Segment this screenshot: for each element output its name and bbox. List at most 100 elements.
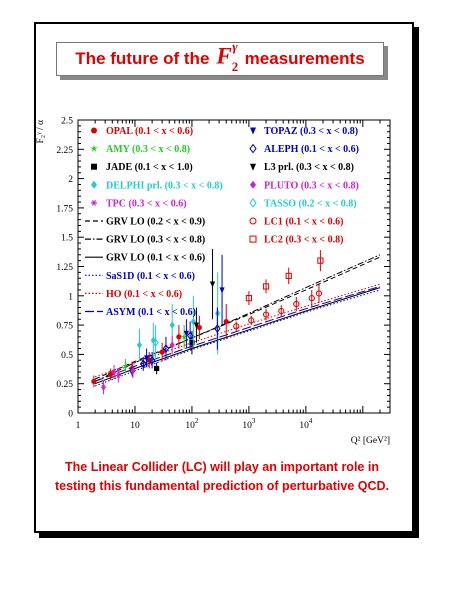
chart-legend: OPAL (0.1 < x < 0.6) AMY (0.3 < x < 0.8) J…: [85, 126, 359, 318]
x-tick-label-base: 10: [130, 421, 140, 431]
theory-curve: [94, 289, 381, 387]
data-point: [162, 344, 170, 353]
legend-marker: [249, 198, 257, 208]
x-tick-label: 102: [185, 417, 199, 431]
y-tick-label: 2.25: [56, 146, 73, 156]
data-point: [223, 318, 229, 325]
title-suffix: measurements: [244, 49, 365, 68]
legend-marker: [91, 200, 97, 206]
x-tick-label: 1: [76, 421, 81, 431]
x-tick-label: 104: [299, 417, 313, 431]
chart-points: [91, 248, 324, 395]
legend-marker: [250, 163, 256, 171]
data-point: [262, 283, 270, 290]
data-point: [315, 290, 323, 297]
data-point: [209, 281, 216, 288]
data-point: [262, 311, 270, 318]
data-point: [130, 367, 136, 375]
y-tick-label: 0.5: [61, 351, 73, 361]
x-tick-label-base: 10: [299, 421, 309, 431]
legend-marker: [90, 144, 98, 152]
legend-entry-label: LC2 (0.3 < x < 0.8): [264, 235, 343, 246]
data-point: [143, 355, 150, 362]
y-tick-label: 0: [68, 410, 73, 420]
poster-title: The future of the F2 γ measurements: [57, 39, 383, 75]
legend-marker: [249, 143, 257, 154]
y-tick-label: 1.5: [61, 234, 73, 244]
legend-entry-label: TPC (0.3 < x < 0.6): [106, 198, 187, 209]
data-point: [150, 336, 156, 344]
y-tick-label: 2.5: [61, 117, 73, 127]
data-point: [293, 300, 300, 308]
data-point: [140, 359, 147, 369]
title-symbol-base: F: [216, 43, 232, 69]
legend-entry-label: GRV LO (0.1 < x < 0.6): [106, 253, 205, 264]
legend-entry-label: ASYM (0.1 < x < 0.6): [106, 307, 196, 318]
data-point: [308, 295, 315, 302]
x-tick-label-exponent: 2: [195, 417, 199, 425]
legend-entry-label: L3 prl. (0.3 < x < 0.8): [264, 162, 354, 173]
y-tick-label: 0.25: [56, 380, 73, 390]
data-point: [176, 334, 182, 340]
data-point: [100, 384, 107, 390]
data-point: [189, 340, 195, 346]
legend-marker: [91, 163, 97, 170]
theory-curve: [94, 254, 381, 382]
chart-curves: [94, 254, 381, 387]
data-point: [115, 372, 121, 379]
title-prefix: The future of the: [75, 49, 210, 68]
data-point: [317, 257, 324, 264]
y-axis-label: F₂ᵞ / α: [36, 120, 46, 144]
data-point: [159, 349, 165, 355]
data-point: [169, 321, 175, 329]
legend-marker: [249, 235, 257, 243]
data-point: [186, 331, 194, 341]
legend-entry-label: OPAL (0.1 < x < 0.6): [106, 126, 193, 137]
theory-curve: [94, 287, 381, 385]
data-point: [278, 307, 285, 315]
data-point: [169, 341, 175, 349]
data-point: [107, 371, 113, 377]
title-symbol: F2 γ: [216, 39, 239, 75]
data-point: [245, 295, 252, 302]
y-tick-label: 1.25: [56, 263, 73, 273]
x-tick-label-base: 1: [76, 421, 81, 431]
legend-marker: [250, 180, 256, 189]
theory-curve: [94, 283, 381, 378]
legend-entry-label: TOPAZ (0.3 < x < 0.8): [264, 126, 358, 137]
x-tick-label: 10: [130, 421, 140, 431]
legend-entry-label: AMY (0.3 < x < 0.8): [106, 144, 190, 155]
data-point: [183, 330, 190, 337]
theory-curve: [94, 256, 381, 380]
legend-entry-label: GRV LO (0.3 < x < 0.8): [106, 235, 205, 246]
poster-frame: [34, 22, 414, 533]
data-point: [111, 368, 117, 376]
data-point: [193, 322, 200, 329]
title-box: The future of the F2 γ measurements: [56, 39, 384, 76]
data-point: [91, 378, 97, 384]
legend-marker: [249, 217, 257, 225]
legend-entry-label: DELPHI prl. (0.3 < x < 0.8): [106, 180, 223, 191]
data-point: [122, 362, 129, 370]
x-tick-label: 103: [242, 417, 256, 431]
y-tick-label: 0.75: [56, 322, 73, 332]
title-symbol-subscript: 2: [231, 59, 239, 75]
legend-entry-label: GRV LO (0.2 < x < 0.9): [106, 217, 205, 228]
legend-entry-label: SaS1D (0.1 < x < 0.6): [106, 271, 195, 282]
data-point: [196, 324, 202, 331]
data-point: [152, 338, 159, 348]
title-symbol-superscript: γ: [232, 38, 238, 54]
data-point: [285, 272, 292, 279]
data-point: [154, 365, 160, 372]
legend-entry-label: HO (0.1 < x < 0.6): [106, 289, 182, 300]
data-point: [214, 324, 221, 334]
x-axis-label: Q² [GeV²]: [351, 436, 390, 446]
x-tick-label-exponent: 4: [309, 417, 313, 425]
legend-entry-label: TASSO (0.2 < x < 0.8): [264, 198, 357, 209]
data-point: [248, 317, 255, 324]
x-tick-label-exponent: 3: [252, 417, 256, 425]
legend-marker: [91, 180, 97, 189]
y-tick-label: 1.75: [56, 204, 73, 214]
